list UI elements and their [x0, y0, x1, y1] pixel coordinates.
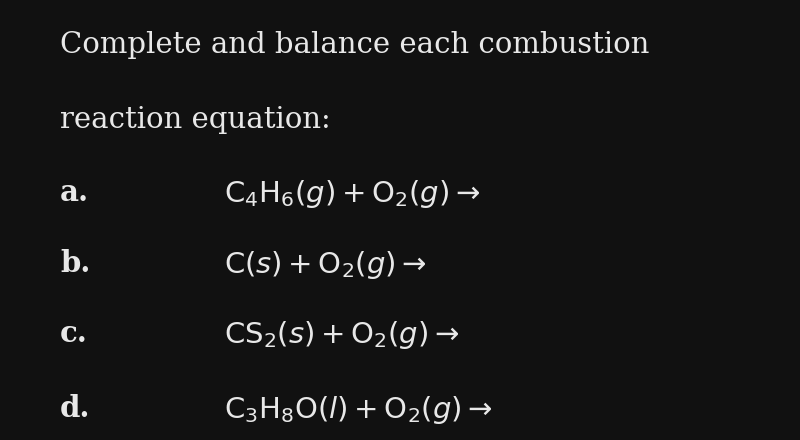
Text: b.: b.: [60, 249, 90, 278]
Text: Complete and balance each combustion: Complete and balance each combustion: [60, 31, 650, 59]
Text: c.: c.: [60, 319, 88, 348]
Text: $\mathrm{C_3H_8O(}$$\mathit{l}$$\mathrm{) + O_2(}$$\mathit{g}$$\mathrm{) \righta: $\mathrm{C_3H_8O(}$$\mathit{l}$$\mathrm{…: [224, 394, 493, 426]
Text: $\mathrm{CS_2(}$$\mathit{s}$$\mathrm{) + O_2(}$$\mathit{g}$$\mathrm{) \rightarro: $\mathrm{CS_2(}$$\mathit{s}$$\mathrm{) +…: [224, 319, 459, 351]
Text: $\mathrm{C_4H_6(}$$\mathit{g}$$\mathrm{) + O_2(}$$\mathit{g}$$\mathrm{) \rightar: $\mathrm{C_4H_6(}$$\mathit{g}$$\mathrm{)…: [224, 178, 480, 210]
Text: d.: d.: [60, 394, 90, 423]
Text: $\mathrm{C(}$$\mathit{s}$$\mathrm{) + O_2(}$$\mathit{g}$$\mathrm{) \rightarrow}$: $\mathrm{C(}$$\mathit{s}$$\mathrm{) + O_…: [224, 249, 427, 281]
Text: reaction equation:: reaction equation:: [60, 106, 330, 134]
Text: a.: a.: [60, 178, 89, 207]
